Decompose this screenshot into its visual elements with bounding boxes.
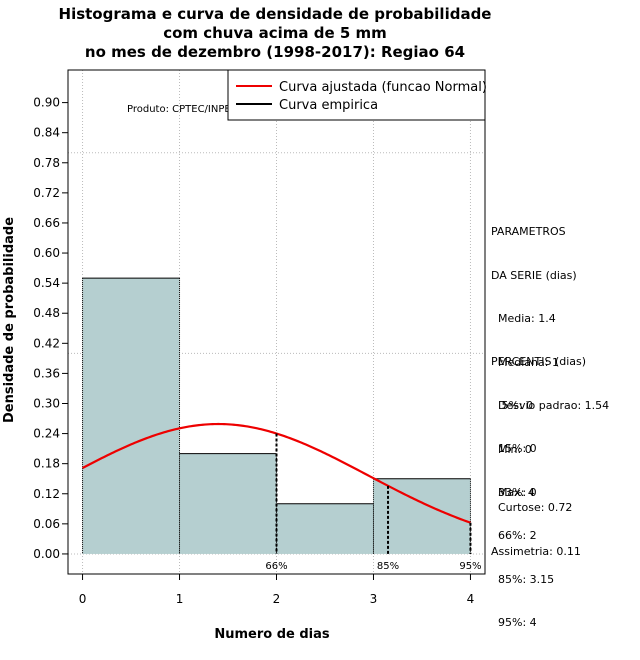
- kurtosis-stat: Curtose: 0.72: [491, 501, 573, 514]
- percentile-95: 95%: 4: [491, 616, 537, 629]
- y-tick-label: 0.36: [33, 366, 60, 380]
- percentile-15: 15%: 0: [491, 442, 537, 455]
- y-tick-label: 0.30: [33, 396, 60, 410]
- y-axis-label: Densidade de probabilidade: [2, 217, 17, 423]
- legend-box: [227, 69, 486, 121]
- percentile-marker-label: 85%: [377, 561, 399, 572]
- y-tick-label: 0.18: [33, 457, 60, 471]
- parameters-heading-1: PARAMETROS: [491, 225, 566, 238]
- parameters-panel: PARAMETROS DA SERIE (dias) Media: 1.4 Me…: [491, 196, 609, 515]
- histogram-bar: [276, 503, 374, 554]
- y-tick-label: 0.60: [33, 246, 60, 260]
- y-tick-label: 0.24: [33, 427, 60, 441]
- percentiles-heading: PERCENTIS (dias): [491, 355, 587, 368]
- chart-title: Histograma e curva de densidade de proba…: [0, 5, 550, 62]
- percentile-marker-label: 66%: [265, 561, 287, 572]
- title-line-3: no mes de dezembro (1998-2017): Regiao 6…: [84, 43, 466, 61]
- parameter-median: Mediana: 1: [491, 355, 559, 369]
- percentile-33: 33%: 0: [491, 485, 537, 499]
- title-line-1: Histograma e curva de densidade de proba…: [58, 5, 492, 23]
- y-tick-label: 0.78: [33, 156, 60, 170]
- y-tick-label: 0.00: [33, 547, 60, 561]
- y-tick-label: 0.12: [33, 487, 60, 501]
- y-tick-label: 0.06: [33, 517, 60, 531]
- x-tick-label: 2: [273, 592, 281, 606]
- percentile-85: 85%: 3.15: [491, 572, 555, 586]
- y-tick-label: 0.84: [33, 126, 60, 140]
- credit-text: Produto: CPTEC/INPE: [127, 104, 231, 115]
- x-tick-label: 0: [79, 592, 87, 606]
- shape-stats-panel: Curtose: 0.72 Assimetria: 0.11: [491, 472, 581, 574]
- legend-empirical-label: Curva empirica: [279, 98, 378, 113]
- title-line-2: com chuva acima de 5 mm: [163, 24, 387, 42]
- legend-fit-label: Curva ajustada (funcao Normal): [279, 80, 487, 95]
- y-tick-label: 0.66: [33, 216, 60, 230]
- y-axis: 0.00 0.06 0.12 0.18 0.24 0.30 0.36 0.42 0.48 0.54…: [33, 96, 69, 561]
- histogram-bar: [82, 278, 180, 554]
- parameter-max: Max: 4: [491, 486, 535, 499]
- percentile-markers: 66% 85% 95%: [265, 433, 482, 572]
- x-tick-label: 4: [467, 592, 475, 606]
- fitted-normal-curve: [82, 422, 471, 524]
- parameter-sd: Desvio padrao: 1.54: [491, 399, 610, 412]
- percentiles-panel: PERCENTIS (dias) 5%: 0 15%: 0 33%: 0 66%…: [491, 326, 586, 645]
- parameter-mean: Media: 1.4: [491, 312, 556, 325]
- y-tick-label: 0.42: [33, 336, 60, 350]
- x-tick-label: 3: [370, 592, 378, 606]
- percentile-66: 66%: 2: [491, 529, 537, 542]
- curves: [82, 422, 471, 524]
- y-tick-label: 0.48: [33, 306, 60, 320]
- x-tick-label: 1: [176, 592, 184, 606]
- x-axis: 0 1 2 3 4: [79, 573, 475, 606]
- legend: Curva ajustada (funcao Normal) Curva emp…: [227, 69, 487, 121]
- histogram-bars: [82, 277, 471, 554]
- y-tick-label: 0.90: [33, 96, 60, 110]
- x-axis-label: Numero de dias: [214, 627, 330, 642]
- parameters-heading-2: DA SERIE (dias): [491, 268, 577, 282]
- y-tick-label: 0.72: [33, 186, 60, 200]
- y-tick-label: 0.54: [33, 276, 60, 290]
- histogram-bar: [179, 453, 277, 554]
- percentile-marker-label: 95%: [459, 561, 481, 572]
- percentile-5: 5%: 0: [491, 398, 534, 412]
- skewness-stat: Assimetria: 0.11: [491, 544, 581, 558]
- parameter-min: Min: 0: [491, 442, 532, 456]
